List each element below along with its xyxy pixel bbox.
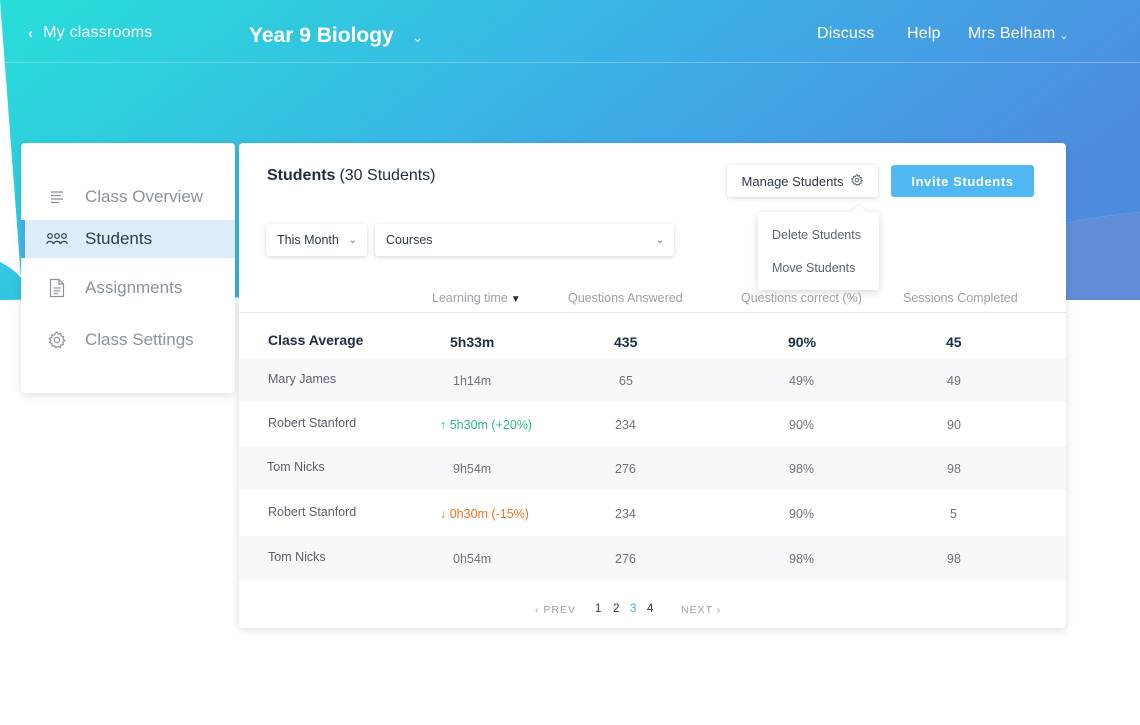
pagination-page-3[interactable]: 3: [630, 603, 637, 615]
sidebar-item-assignments[interactable]: Assignments: [21, 269, 235, 307]
sessions-completed: 98: [947, 462, 961, 476]
chevron-down-icon: ⌄: [348, 234, 357, 246]
table-row[interactable]: Tom Nicks 9h54m 276 98% 98: [239, 446, 1066, 490]
questions-answered: 65: [619, 374, 633, 388]
chevron-left-icon: ‹: [28, 24, 34, 42]
table-row[interactable]: Robert Stanford ↑ 5h30m (+20%) 234 90% 9…: [239, 402, 1066, 446]
sidebar-item-label: Class Settings: [85, 330, 194, 349]
questions-correct: 98%: [789, 552, 815, 566]
student-name: Robert Stanford: [268, 505, 357, 519]
questions-answered: 234: [615, 507, 636, 521]
column-header-questions-answered[interactable]: Questions Answered: [568, 291, 683, 305]
user-name: Mrs Belham: [968, 25, 1056, 42]
learning-time: 0h54m: [453, 552, 492, 566]
panel-title: Students (30 Students): [267, 167, 436, 185]
learning-time-trend-up: ↑ 5h30m (+20%): [440, 418, 533, 432]
average-questions-answered: 435: [614, 334, 638, 350]
course-title: Year 9 Biology: [249, 24, 394, 47]
period-select[interactable]: This Month ⌄: [266, 224, 367, 256]
learning-time-trend-down: ↓ 0h30m (-15%): [440, 507, 529, 521]
questions-correct: 98%: [789, 462, 815, 476]
invite-students-button[interactable]: Invite Students: [891, 165, 1034, 197]
sessions-completed: 98: [947, 552, 961, 566]
period-select-value: This Month: [277, 233, 339, 247]
column-header-sessions-completed[interactable]: Sessions Completed: [903, 291, 1018, 305]
pagination-page-2[interactable]: 2: [613, 603, 620, 615]
table-row[interactable]: Mary James 1h14m 65 49% 49: [239, 358, 1066, 402]
document-icon: [46, 277, 68, 299]
chevron-down-icon: ⌄: [411, 29, 424, 45]
sort-descending-icon: ▼: [510, 294, 521, 305]
topbar-divider: [0, 62, 1140, 63]
average-learning-time: 5h33m: [450, 334, 495, 350]
student-name: Tom Nicks: [267, 460, 325, 474]
sidebar-item-class-overview[interactable]: Class Overview: [21, 178, 235, 216]
sidebar: Class Overview Students Assignments Clas…: [21, 143, 235, 393]
back-link-label: My classrooms: [43, 24, 153, 41]
sidebar-item-students[interactable]: Students: [21, 220, 235, 258]
questions-answered: 276: [615, 462, 636, 476]
student-name: Mary James: [268, 372, 337, 386]
questions-correct: 90%: [789, 418, 815, 432]
courses-select[interactable]: Courses ⌄: [375, 224, 674, 256]
nav-discuss[interactable]: Discuss: [817, 25, 875, 42]
learning-time: 9h54m: [453, 462, 492, 476]
manage-students-menu: Delete Students Move Students: [758, 212, 879, 290]
average-sessions-completed: 45: [946, 334, 962, 350]
sidebar-item-label: Class Overview: [85, 187, 204, 206]
back-to-classrooms-link[interactable]: ‹ My classrooms: [28, 24, 152, 42]
courses-select-value: Courses: [386, 233, 433, 247]
list-icon: [46, 186, 68, 208]
manage-students-label: Manage Students: [741, 173, 844, 189]
sessions-completed: 49: [947, 374, 961, 388]
student-count: (30 Students): [339, 167, 436, 184]
gear-icon: [46, 329, 68, 351]
menu-item-move-students[interactable]: Move Students: [772, 261, 856, 275]
manage-students-button[interactable]: Manage Students: [727, 165, 878, 197]
students-panel: Students (30 Students) Manage Students In…: [239, 143, 1066, 628]
chevron-down-icon: ⌄: [655, 234, 664, 246]
questions-correct: 49%: [789, 374, 815, 388]
questions-answered: 276: [615, 552, 636, 566]
column-header-learning-time[interactable]: Learning time ▼: [432, 291, 521, 305]
column-header-label: Learning time: [432, 291, 508, 305]
column-header-questions-correct[interactable]: Questions correct (%): [741, 291, 862, 305]
average-questions-correct: 90%: [788, 334, 817, 350]
pagination-next[interactable]: NEXT ›: [681, 604, 722, 616]
table-header-divider: [239, 312, 1066, 313]
class-average-label: Class Average: [268, 332, 364, 348]
questions-answered: 234: [615, 418, 636, 432]
sidebar-item-label: Students: [85, 229, 153, 248]
table-row[interactable]: Robert Stanford ↓ 0h30m (-15%) 234 90% 5: [239, 491, 1066, 535]
pagination-page-4[interactable]: 4: [647, 603, 654, 615]
class-average-row: Class Average 5h33m 435 90% 45: [239, 317, 1066, 361]
panel-title-label: Students: [267, 167, 336, 184]
students-icon: [46, 228, 68, 250]
sidebar-item-label: Assignments: [85, 278, 183, 297]
course-selector[interactable]: Year 9 Biology ⌄: [249, 24, 423, 48]
pagination-page-1[interactable]: 1: [595, 603, 602, 615]
sidebar-item-class-settings[interactable]: Class Settings: [21, 321, 235, 359]
student-name: Robert Stanford: [268, 416, 357, 430]
chevron-down-icon: ⌄: [1059, 30, 1069, 42]
gear-icon: [851, 173, 864, 189]
pagination-prev[interactable]: ‹ PREV: [535, 604, 577, 616]
table-row[interactable]: Tom Nicks 0h54m 276 98% 98: [239, 536, 1066, 580]
sessions-completed: 90: [947, 418, 961, 432]
questions-correct: 90%: [789, 507, 815, 521]
learning-time: 1h14m: [453, 374, 492, 388]
student-name: Tom Nicks: [268, 550, 326, 564]
user-menu[interactable]: Mrs Belham ⌄: [968, 25, 1069, 43]
sessions-completed: 5: [950, 507, 957, 521]
nav-help[interactable]: Help: [907, 25, 941, 42]
menu-item-delete-students[interactable]: Delete Students: [772, 228, 861, 242]
